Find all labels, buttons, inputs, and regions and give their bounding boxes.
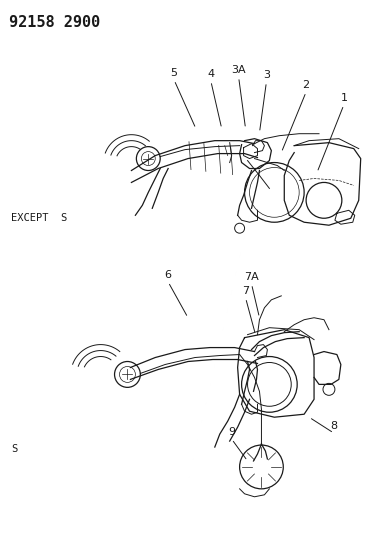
Text: 92158 2900: 92158 2900 [9, 15, 101, 30]
Text: 9: 9 [228, 427, 235, 437]
Text: 3A: 3A [231, 65, 246, 75]
Text: EXCEPT  S: EXCEPT S [11, 213, 68, 223]
Text: 3: 3 [263, 70, 270, 80]
Text: 7: 7 [242, 286, 249, 296]
Text: 5: 5 [171, 68, 178, 78]
Text: 6: 6 [165, 270, 172, 280]
Text: 8: 8 [330, 421, 338, 431]
Text: S: S [11, 444, 18, 454]
Text: 2: 2 [303, 80, 310, 90]
Text: 1: 1 [340, 93, 347, 103]
Text: 4: 4 [207, 69, 214, 79]
Text: 7A: 7A [244, 272, 259, 282]
